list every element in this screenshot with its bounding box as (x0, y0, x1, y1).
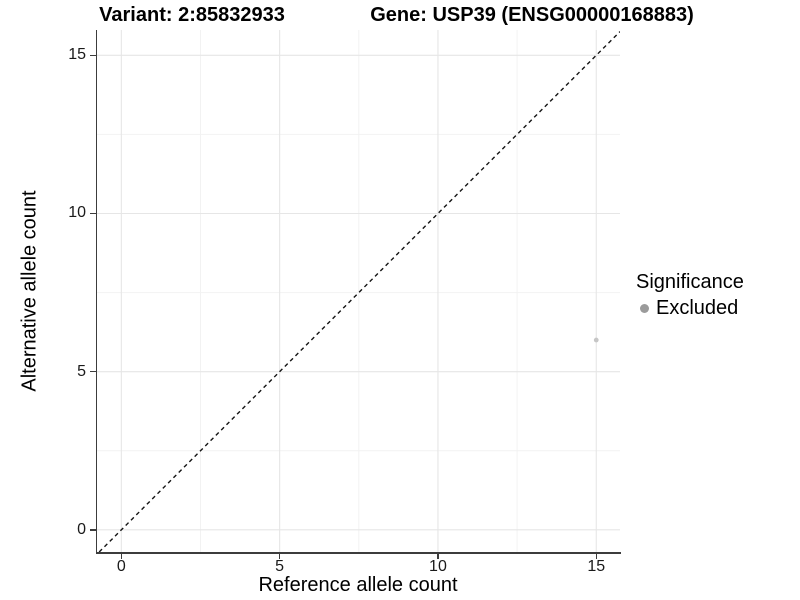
x-axis-title: Reference allele count (258, 574, 458, 596)
y-tick-label: 0 (77, 520, 86, 538)
x-tick-mark (437, 553, 439, 559)
plot-title-variant: Variant: 2:85832933 (99, 4, 285, 26)
y-tick-mark (90, 529, 96, 531)
y-tick-label: 10 (68, 204, 86, 222)
y-tick-mark (90, 212, 96, 215)
legend-item-excluded: Excluded (636, 297, 744, 320)
x-tick-label: 0 (116, 558, 126, 575)
x-axis-line (95, 552, 621, 554)
y-axis-line (95, 30, 97, 553)
legend-marker-circle-icon (640, 304, 649, 313)
x-tick-label: 10 (429, 558, 447, 575)
data-point (593, 337, 599, 343)
legend: Significance Excluded (636, 271, 744, 320)
plot-canvas (96, 30, 621, 553)
x-tick-mark (278, 553, 281, 559)
plot-title-gene: Gene: USP39 (ENSG00000168883) (370, 4, 694, 26)
y-axis-title: Alternative allele count (18, 190, 41, 392)
y-tick-label: 5 (77, 362, 86, 380)
x-tick-label: 5 (275, 558, 285, 575)
y-tick-label: 15 (68, 46, 86, 64)
x-tick-label: 15 (587, 558, 606, 575)
y-tick-mark (90, 370, 96, 373)
legend-item-label: Excluded (656, 297, 739, 319)
x-tick-mark (595, 553, 597, 559)
plot-panel (96, 30, 621, 553)
legend-title: Significance (636, 271, 744, 293)
identity-line (98, 31, 621, 553)
x-tick-mark (120, 553, 123, 559)
y-tick-mark (90, 54, 96, 57)
